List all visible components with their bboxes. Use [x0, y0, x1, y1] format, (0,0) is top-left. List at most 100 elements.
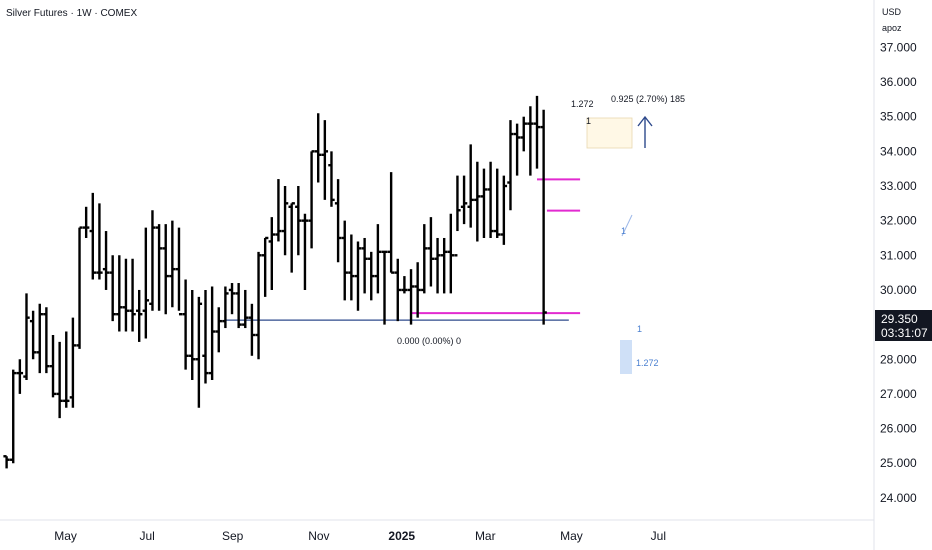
projection-target-box[interactable]	[586, 117, 633, 149]
ohlc-bar[interactable]	[315, 113, 322, 183]
ohlc-bar[interactable]	[513, 123, 521, 176]
price-tick-label: 34.000	[880, 144, 917, 158]
ohlc-bar[interactable]	[3, 455, 10, 469]
ohlc-bar[interactable]	[162, 224, 169, 315]
small-one-label: 1	[586, 116, 591, 126]
time-tick-label: Mar	[475, 529, 496, 543]
ohlc-bar[interactable]	[63, 331, 70, 408]
ohlc-bar[interactable]	[328, 151, 335, 207]
ohlc-bar[interactable]	[82, 206, 90, 238]
ohlc-bar[interactable]	[202, 289, 209, 384]
ohlc-bar[interactable]	[348, 234, 355, 301]
ohlc-bar[interactable]	[527, 106, 534, 176]
last-price-countdown: 03:31:07	[881, 326, 928, 340]
ohlc-bar[interactable]	[189, 289, 196, 381]
ohlc-bar[interactable]	[36, 303, 43, 374]
price-tick-label: 37.000	[880, 40, 917, 54]
ohlc-bar[interactable]	[155, 224, 163, 311]
ohlc-bar[interactable]	[43, 307, 50, 374]
ohlc-bar[interactable]	[301, 213, 309, 290]
ohlc-bar[interactable]	[149, 210, 156, 311]
ohlc-bar[interactable]	[467, 144, 474, 228]
projection-box[interactable]	[620, 340, 632, 374]
ohlc-bar[interactable]	[142, 227, 150, 339]
ohlc-bar[interactable]	[427, 217, 435, 287]
ohlc-bar[interactable]	[434, 237, 441, 294]
unit-label[interactable]: apoz	[882, 23, 902, 33]
ohlc-bar[interactable]	[29, 310, 37, 360]
ohlc-bar[interactable]	[494, 168, 501, 238]
ohlc-bar[interactable]	[308, 150, 315, 249]
ohlc-bar[interactable]	[533, 95, 541, 169]
ohlc-series[interactable]	[3, 95, 547, 469]
ohlc-bar[interactable]	[122, 258, 130, 332]
ohlc-bar[interactable]	[195, 296, 203, 408]
ohlc-bar[interactable]	[381, 250, 388, 325]
ohlc-bar[interactable]	[520, 116, 527, 152]
ohlc-bar[interactable]	[407, 269, 415, 325]
ohlc-bar[interactable]	[474, 161, 481, 242]
ohlc-bar[interactable]	[23, 293, 30, 381]
ohlc-bar[interactable]	[169, 220, 176, 308]
time-tick-label: May	[560, 529, 583, 543]
ohlc-bar[interactable]	[507, 120, 514, 211]
ohlc-bar[interactable]	[76, 226, 83, 349]
ohlc-bar[interactable]	[341, 220, 348, 301]
ohlc-bar[interactable]	[540, 109, 547, 325]
ohlc-bar[interactable]	[116, 255, 123, 332]
ohlc-bar[interactable]	[500, 175, 508, 245]
ohlc-bar[interactable]	[261, 236, 269, 297]
currency-label[interactable]: USD	[882, 7, 902, 17]
ohlc-bar[interactable]	[56, 341, 63, 419]
ohlc-bar[interactable]	[235, 283, 242, 329]
ohlc-bar[interactable]	[175, 227, 183, 316]
ohlc-bar[interactable]	[460, 175, 468, 225]
ohlc-bar[interactable]	[454, 175, 461, 257]
projection-drawing[interactable]	[586, 115, 653, 374]
ohlc-bar[interactable]	[16, 359, 24, 394]
ohlc-bar[interactable]	[440, 237, 448, 294]
ohlc-bar[interactable]	[275, 179, 282, 242]
ohlc-bar[interactable]	[222, 286, 229, 329]
ohlc-bar[interactable]	[215, 307, 222, 353]
ohlc-bar[interactable]	[208, 286, 216, 381]
ohlc-bar[interactable]	[321, 120, 329, 200]
ohlc-bar[interactable]	[96, 203, 103, 280]
ohlc-bar[interactable]	[401, 276, 408, 294]
ohlc-bar[interactable]	[374, 224, 382, 294]
ohlc-bar[interactable]	[487, 161, 494, 238]
ohlc-bar[interactable]	[109, 255, 116, 322]
ohlc-bar[interactable]	[480, 168, 488, 238]
time-axis[interactable]: May Jul Sep Nov 2025 Mar May Jul	[54, 529, 666, 543]
ohlc-bar[interactable]	[10, 369, 17, 464]
ohlc-bar[interactable]	[288, 202, 295, 273]
ohlc-bar[interactable]	[248, 303, 256, 356]
ohlc-bar[interactable]	[295, 186, 302, 256]
last-price-badge: 29.350 03:31:07	[875, 310, 932, 341]
ohlc-bar[interactable]	[447, 213, 455, 294]
ohlc-bar[interactable]	[182, 279, 189, 370]
ohlc-bar[interactable]	[129, 258, 136, 332]
ohlc-bar[interactable]	[368, 251, 375, 301]
ohlc-bar[interactable]	[228, 283, 236, 315]
ohlc-bar[interactable]	[421, 224, 428, 294]
last-price-badge-bg	[875, 310, 932, 341]
ohlc-bar[interactable]	[102, 231, 110, 290]
ohlc-bar[interactable]	[136, 289, 143, 342]
ohlc-bar[interactable]	[414, 262, 421, 318]
ohlc-bar[interactable]	[255, 251, 262, 360]
ohlc-bar[interactable]	[361, 237, 368, 294]
ohlc-bar[interactable]	[268, 217, 275, 290]
price-axis[interactable]: 24.00025.00026.00027.00028.00029.00030.0…	[880, 40, 917, 504]
ohlc-bar[interactable]	[387, 172, 395, 274]
ohlc-bar[interactable]	[69, 317, 77, 408]
ohlc-bar[interactable]	[354, 241, 362, 311]
time-tick-label: Nov	[308, 529, 329, 543]
ohlc-bar[interactable]	[242, 289, 249, 329]
ohlc-bar[interactable]	[281, 186, 289, 256]
ohlc-bar[interactable]	[49, 334, 57, 398]
ohlc-bar[interactable]	[394, 258, 401, 322]
ohlc-bar[interactable]	[89, 192, 96, 280]
ohlc-bar[interactable]	[334, 179, 342, 263]
